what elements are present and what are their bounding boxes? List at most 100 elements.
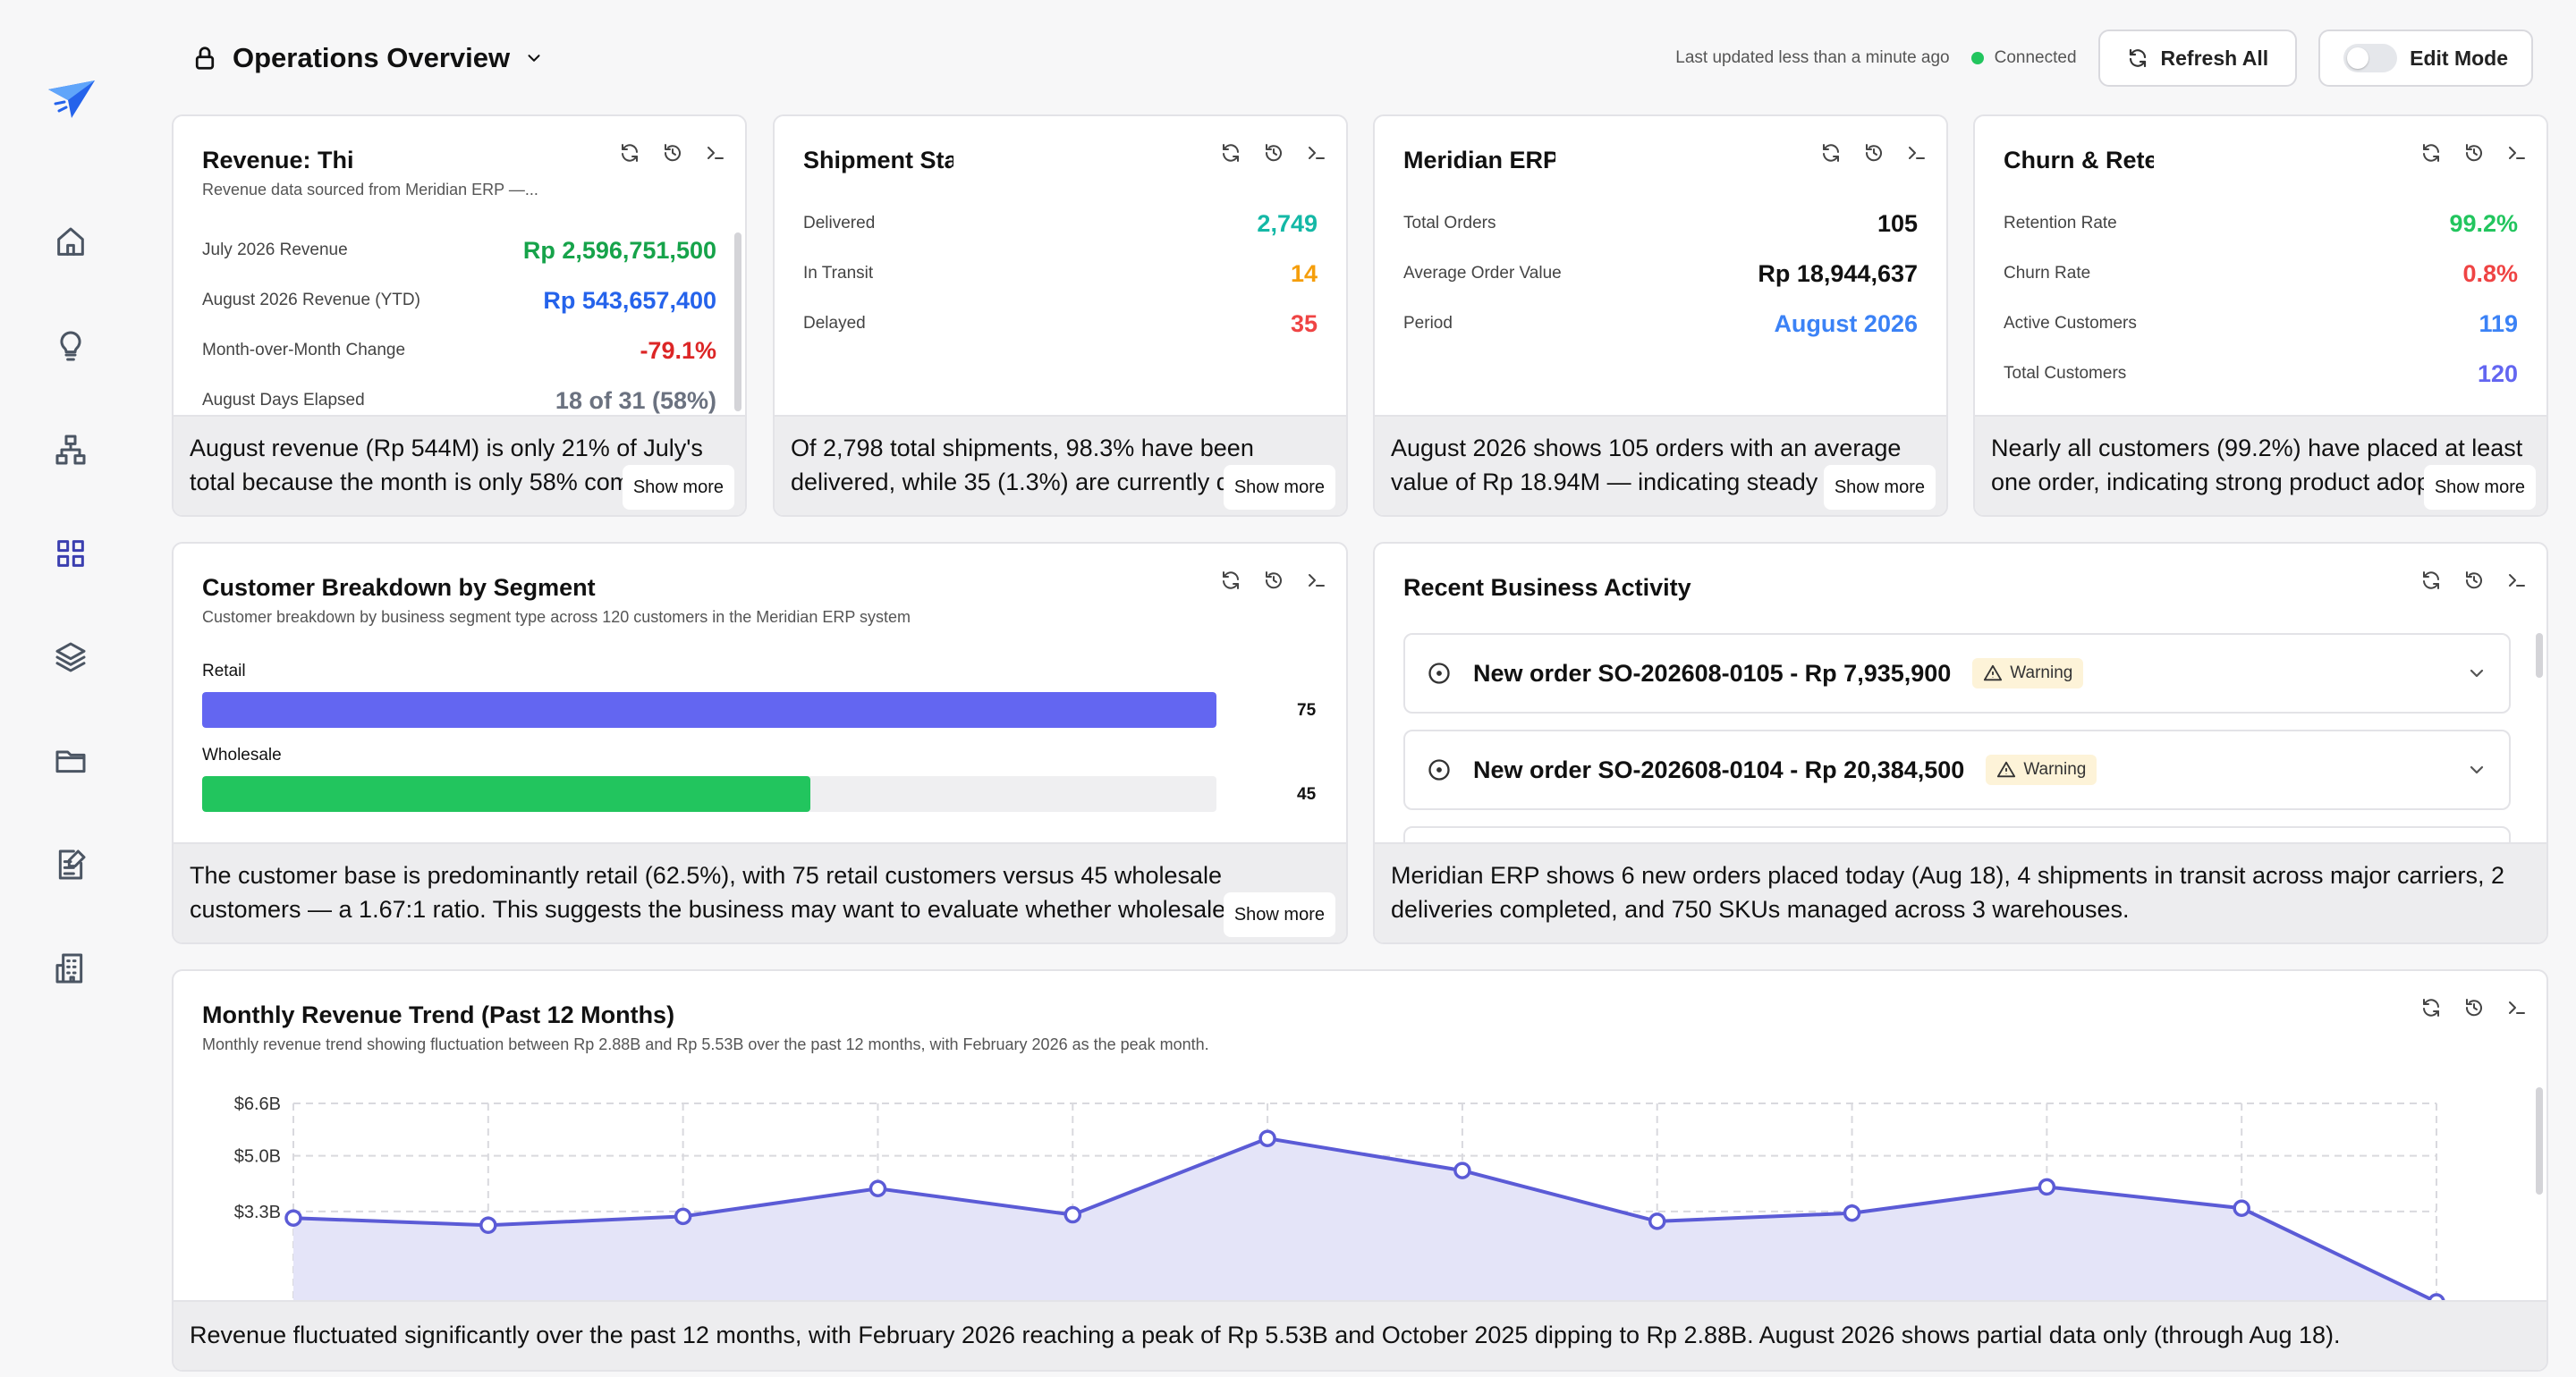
data-point[interactable] [869,1179,887,1197]
data-point[interactable] [1453,1162,1471,1179]
segment-bar-fill [202,776,811,812]
nav-org-chart-icon[interactable] [50,429,91,470]
data-point[interactable] [1258,1129,1276,1147]
y-tick-label: $6.6B [234,1094,281,1114]
refresh-icon[interactable] [2419,996,2443,1019]
app-logo-icon[interactable] [45,77,98,122]
metric-row: In Transit 14 [803,256,1318,291]
data-point[interactable] [674,1207,692,1226]
refresh-icon[interactable] [1219,141,1242,165]
history-icon[interactable] [1862,141,1885,165]
card-subtitle: Customer breakdown by business segment t… [202,608,911,626]
chevron-down-icon[interactable] [2466,759,2487,781]
scrollbar[interactable] [734,232,741,411]
warning-icon [1997,761,2016,778]
refresh-icon[interactable] [2419,141,2443,165]
data-point[interactable] [2038,1178,2056,1196]
terminal-icon[interactable] [2505,141,2529,165]
segment-label: Retail [202,662,246,680]
data-point[interactable] [479,1216,497,1235]
data-point[interactable] [1063,1205,1082,1224]
refresh-all-label: Refresh All [2160,46,2269,70]
metric-label: Period [1403,314,1453,333]
terminal-icon[interactable] [704,141,727,165]
metric-row: Retention Rate 99.2% [2004,206,2518,241]
history-icon[interactable] [2462,569,2486,592]
data-point[interactable] [1648,1212,1666,1230]
dashboard-selector[interactable]: Operations Overview [191,36,544,80]
toggle-switch[interactable] [2343,44,2398,72]
terminal-icon[interactable] [2505,569,2529,592]
erp-card: Meridian ERP Total Orders 105 Average Ord… [1373,114,1948,517]
metric-label: Delivered [803,214,876,232]
show-more-button[interactable]: Show more [1823,465,1936,510]
card-title: Recent Business Activity [1403,574,1691,601]
connection-status-label: Connected [1994,48,2077,67]
metric-value: 119 [2479,309,2518,337]
chevron-down-icon[interactable] [524,48,544,68]
show-more-button[interactable]: Show more [1223,465,1335,510]
refresh-icon[interactable] [2419,569,2443,592]
badge-label: Warning [2010,663,2073,682]
last-updated-text: Last updated less than a minute ago [1675,48,1950,67]
data-point[interactable] [2233,1199,2250,1217]
history-icon[interactable] [1262,569,1285,592]
history-icon[interactable] [1262,141,1285,165]
metric-value: Rp 18,944,637 [1758,259,1918,287]
history-icon[interactable] [2462,141,2486,165]
card-summary: August 2026 shows 105 orders with an ave… [1375,415,1946,515]
refresh-all-button[interactable]: Refresh All [2097,30,2298,87]
terminal-icon[interactable] [1305,569,1328,592]
metric-row: Churn Rate 0.8% [2004,256,2518,291]
metric-value: Rp 2,596,751,500 [522,236,716,264]
warning-icon [1984,664,2003,681]
history-icon[interactable] [2462,996,2486,1019]
card-title: Meridian ERP [1403,147,1555,173]
refresh-icon[interactable] [1819,141,1843,165]
show-more-button[interactable]: Show more [2423,465,2536,510]
terminal-icon[interactable] [2505,996,2529,1019]
metric-row: Delivered 2,749 [803,206,1318,241]
scrollbar[interactable] [2536,633,2543,678]
nav-home-icon[interactable] [50,222,91,263]
show-more-button[interactable]: Show more [622,465,734,510]
terminal-icon[interactable] [1905,141,1928,165]
nav-building-icon[interactable] [50,948,91,989]
shipment-card: Shipment Sta Delivered 2,749 In Transit 14… [773,114,1348,517]
nav-grid-icon[interactable] [50,533,91,574]
edit-mode-toggle[interactable]: Edit Mode [2318,30,2533,87]
card-summary: Nearly all customers (99.2%) have placed… [1975,415,2546,515]
data-point[interactable] [284,1209,302,1227]
metric-label: August 2026 Revenue (YTD) [202,291,420,309]
scrollbar[interactable] [2536,1087,2543,1195]
activity-item[interactable]: New order SO-202608-0104 - Rp 20,384,500… [1403,730,2511,810]
terminal-icon[interactable] [1305,141,1328,165]
refresh-icon[interactable] [618,141,641,165]
nav-folder-icon[interactable] [50,740,91,781]
warning-badge: Warning [1972,658,2084,688]
activity-item[interactable]: New order SO-202608-0105 - Rp 7,935,900 … [1403,633,2511,714]
nav-lightbulb-icon[interactable] [50,325,91,367]
nav-edit-note-icon[interactable] [50,844,91,885]
summary-text: Revenue fluctuated significantly over th… [190,1322,2341,1348]
nav-layers-icon[interactable] [50,637,91,678]
chevron-down-icon[interactable] [2466,663,2487,684]
metric-value: -79.1% [640,336,716,364]
series-line [292,1136,2437,1304]
revenue-trend-chart: $6.6B $5.0B $3.3B [234,1094,2445,1311]
metric-label: Average Order Value [1403,264,1562,283]
card-title: Monthly Revenue Trend (Past 12 Months) [202,1001,675,1028]
metric-row: Active Customers 119 [2004,306,2518,342]
metric-label: August Days Elapsed [202,391,365,410]
revenue-card: Revenue: Thi Revenue data sourced from M… [172,114,747,517]
metric-value: 14 [1290,259,1318,287]
metric-row: August 2026 Revenue (YTD) Rp 543,657,400 [202,283,716,318]
refresh-icon[interactable] [1219,569,1242,592]
history-icon[interactable] [661,141,684,165]
data-point[interactable] [1843,1204,1861,1222]
metric-row: Total Orders 105 [1403,206,1918,241]
badge-label: Warning [2023,760,2087,779]
metric-value: 0.8% [2462,259,2518,287]
show-more-button[interactable]: Show more [1223,892,1335,937]
segment-bar-track [202,776,1216,812]
